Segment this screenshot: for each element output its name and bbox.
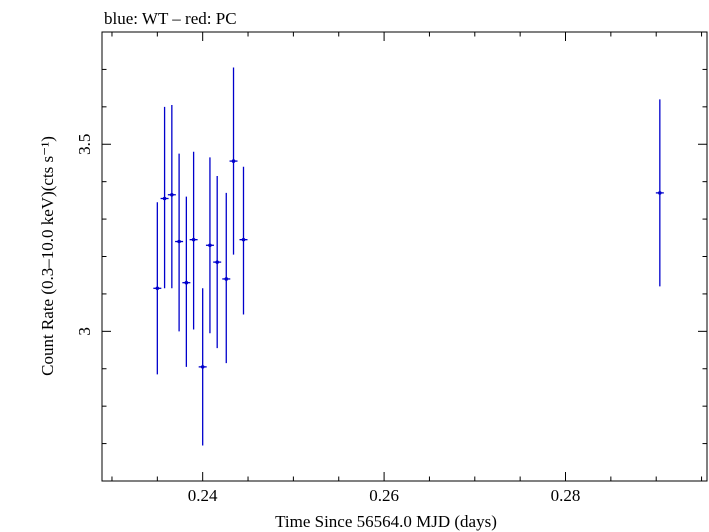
data-point: [182, 196, 191, 367]
axis-ticks: [102, 31, 707, 482]
data-point: [222, 192, 231, 364]
y-tick-label: 3: [75, 327, 94, 336]
data-point: [239, 166, 248, 315]
data-point: [160, 106, 169, 289]
x-axis-label: Time Since 56564.0 MJD (days): [275, 512, 497, 531]
data-points: [153, 67, 664, 446]
y-tick-label: 3.5: [75, 134, 94, 155]
y-axis-label: Count Rate (0.3–10.0 keV)(cts s⁻¹): [38, 136, 57, 376]
point-marker: [170, 192, 174, 197]
data-point: [189, 151, 198, 330]
data-point: [205, 157, 214, 334]
axis-tick-labels: 0.24 0.26 0.28 3 3.5: [75, 134, 580, 505]
x-tick-label: 0.26: [369, 486, 399, 505]
point-marker: [155, 286, 160, 291]
point-marker: [191, 237, 196, 242]
point-marker: [231, 159, 236, 163]
data-point: [213, 176, 222, 349]
point-marker: [224, 277, 229, 281]
x-tick-label: 0.28: [551, 486, 581, 505]
point-marker: [241, 237, 246, 242]
data-point: [229, 67, 238, 255]
x-tick-label: 0.24: [188, 486, 218, 505]
point-marker: [200, 365, 205, 369]
data-point: [198, 288, 207, 446]
data-point: [153, 202, 162, 375]
point-marker: [177, 239, 181, 244]
point-marker: [162, 196, 167, 201]
data-point: [175, 153, 184, 332]
point-marker: [208, 243, 212, 248]
data-point: [167, 104, 176, 289]
plot-frame: [101, 31, 708, 482]
point-marker: [184, 280, 189, 285]
point-marker: [215, 260, 219, 264]
point-marker: [658, 191, 662, 195]
chart-title: blue: WT – red: PC: [104, 9, 237, 28]
data-point: [655, 99, 664, 287]
